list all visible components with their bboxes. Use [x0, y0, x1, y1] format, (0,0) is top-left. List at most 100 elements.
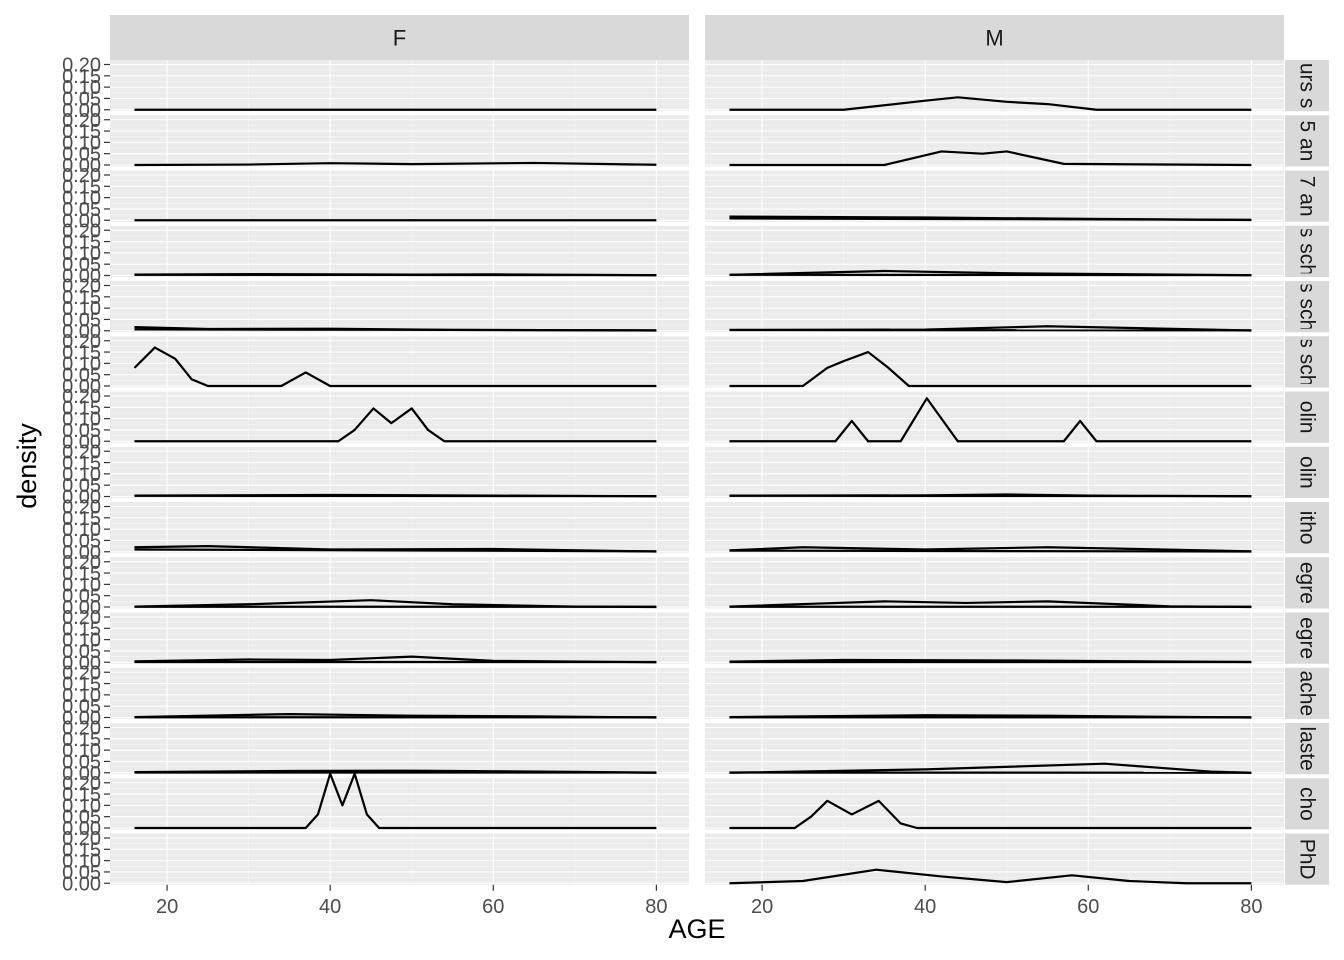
y-tick-label: 0.00	[62, 818, 101, 840]
panel-background	[705, 778, 1284, 830]
panel-background	[705, 667, 1284, 719]
panel-background	[705, 170, 1284, 222]
y-tick-label: 0.15	[62, 674, 101, 696]
facet-panel	[705, 170, 1284, 222]
y-axis: 0.000.050.100.150.200.000.050.100.150.20…	[62, 55, 110, 895]
y-tick-label: 0.15	[62, 508, 101, 530]
facet-panel	[110, 833, 689, 885]
y-tick-label: 0.00	[62, 155, 101, 177]
y-tick-label: 0.20	[62, 773, 101, 795]
y-tick-label: 0.10	[62, 851, 101, 873]
row-strip-label: 5 an	[1296, 120, 1319, 161]
y-tick-label: 0.15	[62, 397, 101, 419]
row-strip-bg	[1285, 336, 1329, 388]
facet-panel	[705, 115, 1284, 167]
density-curve	[729, 397, 1252, 443]
row-strips: urs s 5 an 7 an s sch s sch s sch olin olin itho…	[1285, 60, 1329, 885]
y-tick-label: 0.15	[62, 232, 101, 254]
y-tick-label: 0.05	[62, 254, 101, 276]
y-tick-label: 0.05	[62, 641, 101, 663]
row-strip-bg	[1285, 612, 1329, 664]
y-tick-label: 0.05	[62, 862, 101, 884]
y-tick-label: 0.15	[62, 618, 101, 640]
row-strip-label: 7 an	[1296, 176, 1319, 217]
row-strip-label: egre	[1296, 562, 1319, 604]
panel-background	[705, 502, 1284, 554]
row-strip-label: olin	[1296, 456, 1319, 489]
y-tick-label: 0.15	[62, 563, 101, 585]
y-tick-label: 0.15	[62, 342, 101, 364]
facet-panel	[705, 502, 1284, 554]
y-tick-label: 0.20	[62, 607, 101, 629]
y-tick-label: 0.10	[62, 685, 101, 707]
panel-background	[110, 723, 689, 775]
panel-background	[705, 446, 1284, 498]
panel-background	[705, 612, 1284, 664]
density-curve	[729, 96, 1252, 111]
y-tick-label: 0.15	[62, 729, 101, 751]
density-curve	[134, 407, 657, 443]
y-tick-label: 0.10	[62, 409, 101, 431]
y-tick-label: 0.05	[62, 199, 101, 221]
y-tick-label: 0.10	[62, 77, 101, 99]
y-tick-label: 0.20	[62, 110, 101, 132]
row-strip-label: s sch	[1296, 337, 1319, 386]
facet-panel	[110, 772, 689, 830]
y-tick-label: 0.05	[62, 309, 101, 331]
panel-background	[705, 115, 1284, 167]
y-tick-label: 0.20	[62, 55, 101, 77]
panel-background	[110, 115, 689, 167]
density-curve	[133, 346, 657, 388]
density-curve	[729, 150, 1252, 167]
y-tick-label: 0.00	[62, 652, 101, 674]
panel-background	[705, 281, 1284, 333]
y-tick-label: 0.10	[62, 519, 101, 541]
y-tick-label: 0.15	[62, 453, 101, 475]
row-strip-bg	[1285, 446, 1329, 498]
x-tick-label: 40	[319, 896, 341, 918]
density-curve	[729, 546, 1252, 553]
y-tick-label: 0.05	[62, 586, 101, 608]
facet-panel	[110, 60, 689, 112]
density-curve	[134, 328, 657, 332]
facet-panel	[110, 557, 689, 609]
facet-panel	[705, 60, 1284, 112]
row-strip-bg	[1285, 667, 1329, 719]
facet-panel	[705, 225, 1284, 277]
facet-panel	[110, 502, 689, 554]
facet-panel	[705, 336, 1284, 388]
facet-panel	[705, 667, 1284, 719]
panel-background	[110, 336, 689, 388]
x-axis: 20 40 60 80 20 40 60 80	[156, 884, 1263, 918]
y-tick-label: 0.20	[62, 276, 101, 298]
y-tick-label: 0.05	[62, 807, 101, 829]
panel-background	[705, 391, 1284, 443]
row-strip-bg	[1285, 115, 1329, 167]
panel-background	[110, 667, 689, 719]
column-strip-bg	[705, 15, 1284, 60]
row-strip-label: urs s	[1296, 63, 1319, 109]
panel-background	[705, 336, 1284, 388]
y-tick-label: 0.15	[62, 176, 101, 198]
y-tick-label: 0.20	[62, 165, 101, 187]
row-strip-label: s sch	[1296, 227, 1319, 276]
panel-background	[110, 446, 689, 498]
y-tick-label: 0.10	[62, 574, 101, 596]
row-strip-bg	[1285, 557, 1329, 609]
panel-background	[705, 60, 1284, 112]
y-tick-label: 0.20	[62, 386, 101, 408]
y-tick-label: 0.05	[62, 144, 101, 166]
panel-background	[110, 502, 689, 554]
row-strip-bg	[1285, 60, 1329, 112]
panel-background	[110, 557, 689, 609]
facet-panel	[705, 778, 1284, 830]
y-tick-label: 0.00	[62, 266, 101, 288]
panel-background	[705, 557, 1284, 609]
y-tick-label: 0.20	[62, 552, 101, 574]
facet-panel	[705, 557, 1284, 609]
x-tick-label: 60	[1077, 896, 1099, 918]
row-strip-label: cho	[1296, 787, 1319, 821]
facet-panel	[110, 446, 689, 498]
facet-panel	[705, 723, 1284, 775]
y-tick-label: 0.00	[62, 763, 101, 785]
